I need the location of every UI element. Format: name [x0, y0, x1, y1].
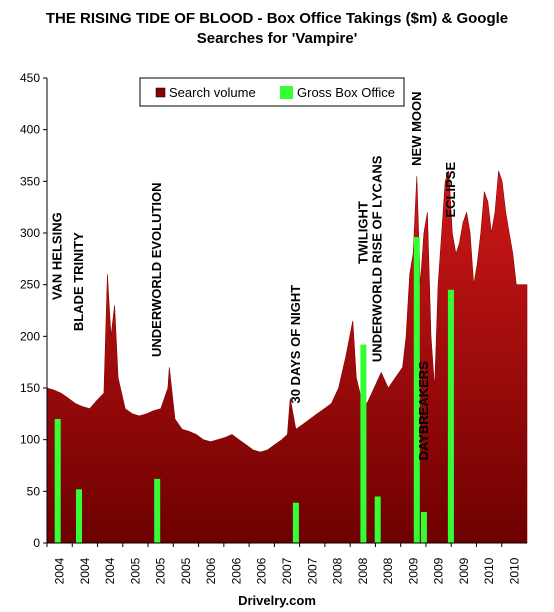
film-annotation: BLADE TRINITY — [71, 232, 86, 331]
box-office-bar — [413, 237, 420, 543]
legend: Search volume Gross Box Office — [139, 77, 405, 107]
box-office-bar — [374, 496, 381, 543]
x-tick-label: 2005 — [179, 557, 193, 584]
film-annotation: VAN HELSING — [50, 212, 65, 300]
x-tick-label: 2005 — [154, 557, 168, 584]
source-credit: Drivelry.com — [238, 593, 316, 608]
film-annotation: UNDERWORLD RISE OF LYCANS — [370, 155, 385, 362]
legend-label-search: Search volume — [169, 85, 256, 100]
box-office-bar — [154, 478, 161, 543]
x-tick-label: 2005 — [128, 557, 142, 584]
film-annotation: TWILIGHT — [355, 201, 370, 264]
x-tick-label: 2007 — [305, 557, 319, 584]
box-office-bar — [292, 502, 299, 543]
chart-title-line-2: Searches for 'Vampire' — [196, 30, 358, 47]
box-office-bar — [76, 489, 82, 543]
x-tick-label: 2009 — [457, 557, 471, 584]
y-tick-label: 250 — [20, 278, 40, 292]
x-tick-label: 2010 — [507, 557, 521, 584]
x-tick-label: 2006 — [255, 557, 269, 584]
legend-swatch-search — [155, 87, 166, 98]
x-tick-label: 2009 — [406, 557, 420, 584]
x-tick-label: 2008 — [331, 557, 345, 584]
search-volume-area — [46, 170, 528, 544]
film-annotation: UNDERWORLD EVOLUTION — [149, 182, 164, 357]
legend-label-box-office: Gross Box Office — [297, 85, 395, 100]
x-tick-label: 2004 — [103, 557, 117, 584]
box-office-bar — [420, 512, 427, 543]
legend-swatch-box-office — [280, 86, 293, 99]
chart-title-line-1: THE RISING TIDE OF BLOOD - Box Office Ta… — [45, 10, 509, 27]
x-tick-label: 2006 — [229, 557, 243, 584]
x-tick-label: 2008 — [381, 557, 395, 584]
x-tick-label: 2004 — [53, 557, 67, 584]
film-annotation: ECLIPSE — [443, 162, 458, 218]
x-tick-label: 2010 — [482, 557, 496, 584]
box-office-bar — [447, 289, 454, 543]
box-office-bar — [360, 344, 367, 543]
x-tick-label: 2008 — [356, 557, 370, 584]
y-tick-label: 300 — [20, 226, 40, 240]
legend-box — [139, 77, 405, 107]
film-annotation: 30 DAYS OF NIGHT — [288, 285, 303, 404]
y-tick-label: 150 — [20, 381, 40, 395]
x-tick-label: 2009 — [432, 557, 446, 584]
y-tick-label: 0 — [33, 536, 40, 550]
y-tick-label: 450 — [20, 71, 40, 85]
y-tick-label: 400 — [20, 123, 40, 137]
film-annotation: NEW MOON — [409, 91, 424, 165]
y-tick-label: 100 — [20, 433, 40, 447]
x-tick-label: 2006 — [204, 557, 218, 584]
box-office-bar — [54, 419, 61, 543]
y-tick-label: 350 — [20, 174, 40, 188]
film-annotation: DAYBREAKERS — [416, 361, 431, 461]
y-tick-label: 50 — [27, 484, 41, 498]
x-tick-label: 2007 — [280, 557, 294, 584]
x-tick-label: 2004 — [78, 557, 92, 584]
plot-area: 0 50 100 150 200 250 300 350 400 450 2004 2004 2004 2… — [20, 71, 528, 584]
y-tick-label: 200 — [20, 329, 40, 343]
